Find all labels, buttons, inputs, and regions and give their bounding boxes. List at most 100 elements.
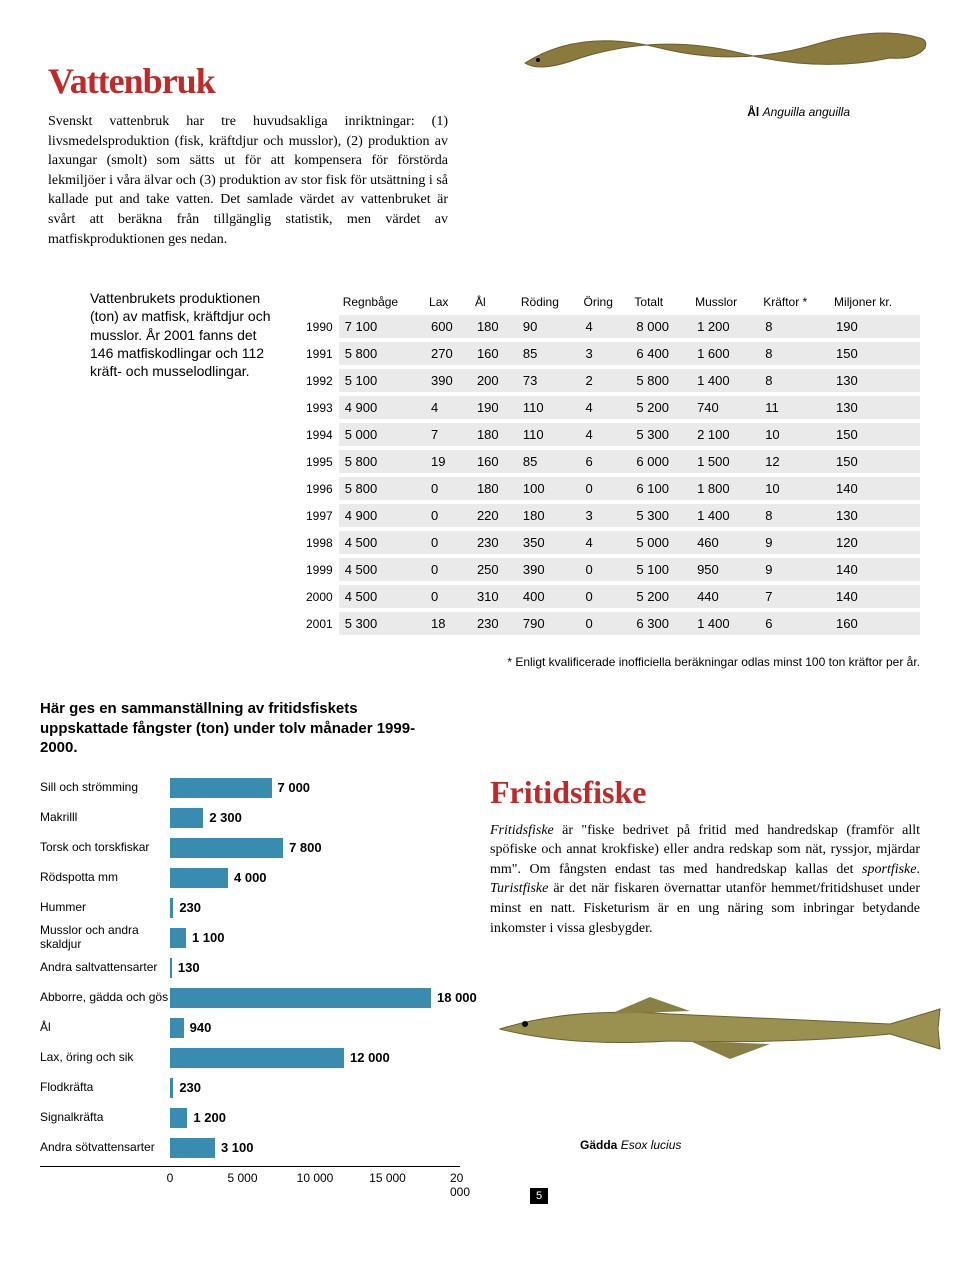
table-header: Lax bbox=[425, 293, 471, 311]
table-cell: 250 bbox=[471, 558, 517, 581]
table-year: 1997 bbox=[300, 504, 339, 527]
bar-value: 7 000 bbox=[278, 778, 311, 798]
bar-fill: 12 000 bbox=[170, 1048, 344, 1068]
bar-value: 7 800 bbox=[289, 838, 322, 858]
table-footnote: * Enligt kvalificerade inofficiella berä… bbox=[0, 649, 960, 669]
table-cell: 1 600 bbox=[691, 342, 759, 365]
table-cell: 180 bbox=[471, 477, 517, 500]
table-cell: 11 bbox=[759, 396, 830, 419]
table-cell: 180 bbox=[471, 315, 517, 338]
table-cell: 200 bbox=[471, 369, 517, 392]
table-cell: 1 500 bbox=[691, 450, 759, 473]
table-cell: 9 bbox=[759, 558, 830, 581]
table-header: Regnbåge bbox=[339, 293, 425, 311]
table-cell: 1 400 bbox=[691, 612, 759, 635]
article-body: Fritidsfiske är "fiske bedrivet på friti… bbox=[490, 821, 920, 939]
table-cell: 100 bbox=[517, 477, 580, 500]
bar-label: Musslor och andra skaldjur bbox=[40, 924, 170, 950]
bar-label: Hummer bbox=[40, 901, 170, 914]
table-cell: 1 400 bbox=[691, 369, 759, 392]
table-cell: 130 bbox=[830, 396, 920, 419]
table-cell: 120 bbox=[830, 531, 920, 554]
axis-tick: 5 000 bbox=[227, 1171, 257, 1185]
table-cell: 8 bbox=[759, 315, 830, 338]
table-year: 1994 bbox=[300, 423, 339, 446]
table-year: 1991 bbox=[300, 342, 339, 365]
axis-tick: 15 000 bbox=[369, 1171, 406, 1185]
eel-caption: Ål Anguilla anguilla bbox=[747, 105, 850, 119]
table-cell: 1 200 bbox=[691, 315, 759, 338]
table-cell: 0 bbox=[425, 585, 471, 608]
bar-label: Andra saltvattensarter bbox=[40, 961, 170, 974]
table-cell: 180 bbox=[517, 504, 580, 527]
bar-fill: 130 bbox=[170, 958, 172, 978]
table-cell: 390 bbox=[517, 558, 580, 581]
table-cell: 9 bbox=[759, 531, 830, 554]
bar-value: 1 100 bbox=[192, 928, 225, 948]
bar-fill: 940 bbox=[170, 1018, 184, 1038]
table-cell: 0 bbox=[425, 558, 471, 581]
bar-value: 1 200 bbox=[193, 1108, 226, 1128]
bar-value: 12 000 bbox=[350, 1048, 390, 1068]
table-cell: 110 bbox=[517, 396, 580, 419]
bar-value: 18 000 bbox=[437, 988, 477, 1008]
axis-tick: 10 000 bbox=[297, 1171, 334, 1185]
page-number: 5 bbox=[530, 1188, 548, 1204]
table-cell: 230 bbox=[471, 612, 517, 635]
table-cell: 220 bbox=[471, 504, 517, 527]
table-cell: 5 300 bbox=[339, 612, 425, 635]
bar-value: 940 bbox=[190, 1018, 212, 1038]
table-header: Totalt bbox=[630, 293, 691, 311]
table-cell: 90 bbox=[517, 315, 580, 338]
table-cell: 3 bbox=[580, 342, 631, 365]
table-header: Öring bbox=[580, 293, 631, 311]
intro-paragraph: Svenskt vattenbruk har tre huvudsakliga … bbox=[48, 112, 448, 249]
table-cell: 140 bbox=[830, 585, 920, 608]
table-cell: 4 bbox=[580, 531, 631, 554]
table-cell: 6 000 bbox=[630, 450, 691, 473]
bar-fill: 230 bbox=[170, 1078, 173, 1098]
table-year: 1995 bbox=[300, 450, 339, 473]
table-cell: 0 bbox=[425, 531, 471, 554]
eel-illustration bbox=[520, 18, 930, 78]
table-cell: 5 300 bbox=[630, 423, 691, 446]
bar-label: Torsk och torskfiskar bbox=[40, 841, 170, 854]
table-cell: 2 100 bbox=[691, 423, 759, 446]
bar-value: 4 000 bbox=[234, 868, 267, 888]
table-cell: 190 bbox=[830, 315, 920, 338]
table-year: 1999 bbox=[300, 558, 339, 581]
bar-fill: 230 bbox=[170, 898, 173, 918]
bar-label: Andra sötvattensarter bbox=[40, 1141, 170, 1154]
table-cell: 740 bbox=[691, 396, 759, 419]
table-cell: 19 bbox=[425, 450, 471, 473]
table-cell: 150 bbox=[830, 450, 920, 473]
bar-chart: Sill och strömming7 000Makrilll2 300Tors… bbox=[40, 774, 460, 1184]
table-cell: 0 bbox=[580, 477, 631, 500]
production-table: RegnbågeLaxÅlRödingÖringTotaltMusslorKrä… bbox=[300, 289, 920, 639]
table-cell: 0 bbox=[580, 612, 631, 635]
bar-value: 130 bbox=[178, 958, 200, 978]
table-cell: 600 bbox=[425, 315, 471, 338]
bar-fill: 4 000 bbox=[170, 868, 228, 888]
table-cell: 140 bbox=[830, 558, 920, 581]
table-cell: 8 bbox=[759, 504, 830, 527]
table-cell: 5 200 bbox=[630, 585, 691, 608]
table-cell: 5 800 bbox=[339, 450, 425, 473]
table-cell: 5 100 bbox=[339, 369, 425, 392]
table-cell: 270 bbox=[425, 342, 471, 365]
table-header: Kräftor * bbox=[759, 293, 830, 311]
table-cell: 5 100 bbox=[630, 558, 691, 581]
table-cell: 460 bbox=[691, 531, 759, 554]
bar-label: Sill och strömming bbox=[40, 781, 170, 794]
table-cell: 6 100 bbox=[630, 477, 691, 500]
table-cell: 150 bbox=[830, 423, 920, 446]
axis-tick: 20 000 bbox=[450, 1171, 470, 1199]
axis-tick: 0 bbox=[167, 1171, 174, 1185]
bar-label: Abborre, gädda och gös bbox=[40, 991, 170, 1004]
table-cell: 5 200 bbox=[630, 396, 691, 419]
bar-value: 3 100 bbox=[221, 1138, 254, 1158]
bar-label: Lax, öring och sik bbox=[40, 1051, 170, 1064]
chart-intro: Här ges en sammanställning av fritidsfis… bbox=[40, 699, 420, 758]
article-title: Fritidsfiske bbox=[490, 774, 920, 811]
table-cell: 85 bbox=[517, 342, 580, 365]
